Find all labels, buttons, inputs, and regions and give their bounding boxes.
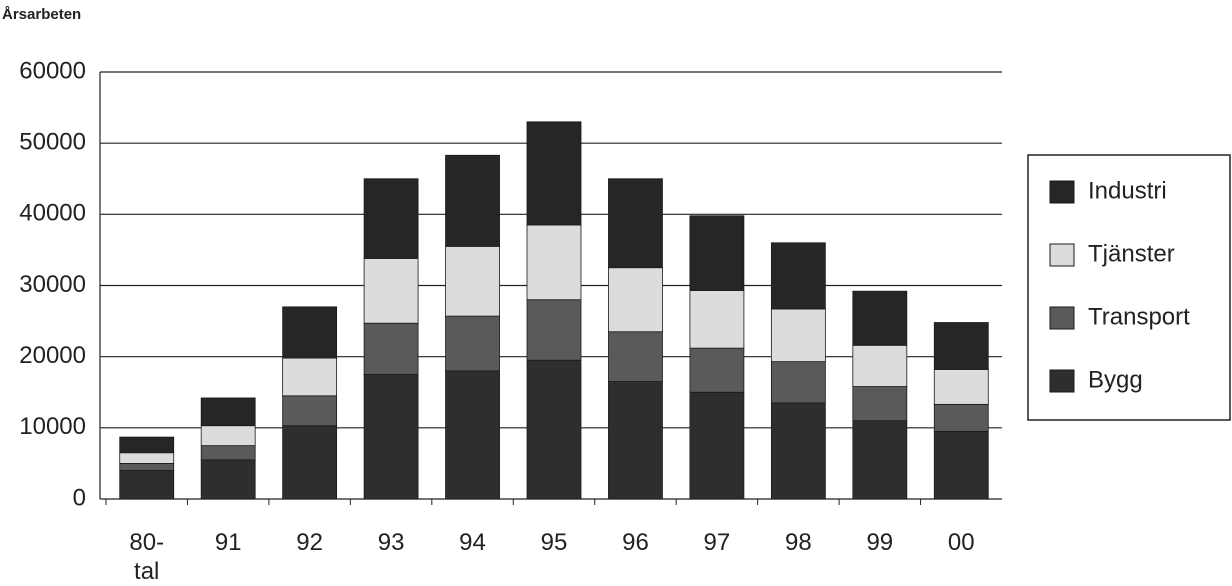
x-tick-label: 97 [703,529,731,556]
bar-segment [445,370,500,500]
legend-label: Industri [1088,177,1167,204]
bar-segment [852,386,908,422]
bar-segment [282,395,338,427]
bar-segment [608,267,663,333]
y-tick-label: 30000 [19,271,86,298]
y-tick-label: 10000 [19,413,86,440]
x-tick-label: 95 [540,529,568,556]
bar-segment [526,224,582,301]
y-axis-title: Årsarbeten [2,6,81,23]
bar-segment [200,425,256,447]
bar-segment [689,391,745,500]
bar-segment [770,308,826,363]
y-tick-label: 50000 [19,129,86,156]
bar-segment [445,154,500,247]
legend-swatch [1049,306,1075,330]
bar-segment [119,470,175,500]
x-tick-label: 96 [622,529,649,556]
bar-segment [363,178,419,259]
bar-segment [363,374,419,500]
x-tick-label: 00 [947,529,975,556]
x-tick-label: 99 [866,529,894,556]
bar-segment [200,445,256,461]
bar-segment [852,344,908,387]
x-tick-label: 80-tal [129,529,165,585]
legend-swatch [1049,243,1075,267]
bar-segment [770,242,826,310]
bar-segment [282,306,338,359]
x-tick-label: 91 [214,529,242,556]
bar-segment [119,463,175,471]
bar-segment [200,397,256,427]
x-tick-label: 92 [296,529,323,556]
bar-segment [445,315,500,372]
y-tick-label: 20000 [19,342,86,369]
y-tick-label: 60000 [19,57,86,84]
bar-segment [119,436,175,454]
bar-segment [852,420,908,500]
bar-segment [852,290,908,346]
bar-segment [770,361,826,404]
legend-swatch [1049,180,1075,204]
bar-segment [282,425,338,500]
bar-segment [526,299,582,361]
x-tick-label: 98 [785,529,812,556]
y-tick-label: 40000 [19,200,86,227]
bar-segment [526,359,582,500]
bar-segment [608,178,663,269]
legend-label: Bygg [1088,366,1143,393]
bar-segment [526,121,582,226]
bar-segment [445,245,500,317]
bar-segment [933,430,989,500]
bar-segment [200,459,256,500]
legend-label: Transport [1088,303,1190,330]
bar-segment [770,402,826,500]
bar-segment [119,452,175,464]
bar-segment [689,347,745,393]
bar-segment [933,403,989,432]
bar-segment [933,369,989,405]
x-tick-label: 94 [459,529,486,556]
bar-segment [608,331,663,382]
x-tick-label: 93 [377,529,405,556]
bar-segment [933,322,989,370]
bar-segment [282,357,338,397]
bar-segment [363,322,419,375]
bar-segment [363,258,419,324]
bar-segment [689,290,745,349]
bar-segment [608,381,663,500]
legend-swatch [1049,369,1075,393]
legend-label: Tjänster [1088,240,1175,267]
bar-segment [689,215,745,291]
y-tick-label: 0 [73,484,86,511]
